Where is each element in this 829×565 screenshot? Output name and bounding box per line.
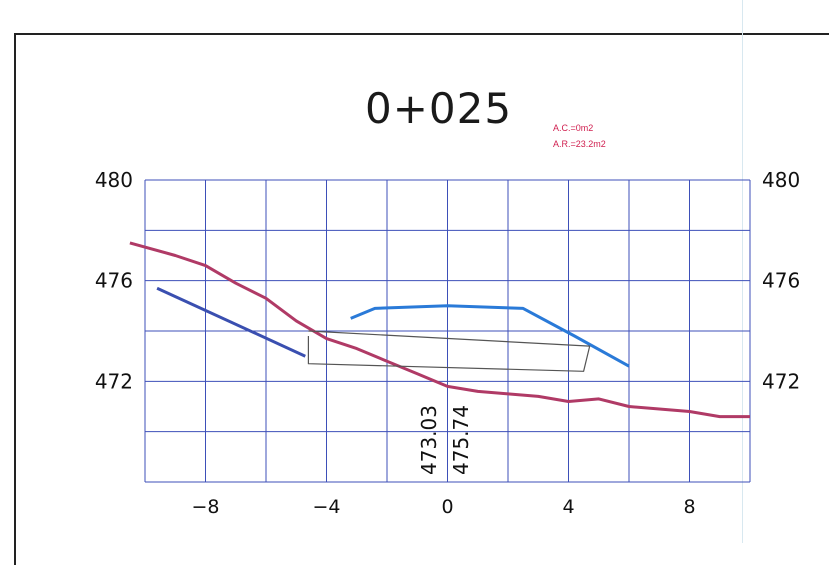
x-tick-label: 0	[441, 496, 453, 518]
x-tick-label: −8	[191, 496, 219, 518]
x-tick-label: 4	[562, 496, 574, 518]
x-tick-label: 8	[683, 496, 695, 518]
profile-line-3	[350, 304, 630, 368]
x-tick-label: −4	[312, 496, 340, 518]
y-tick-label-left: 476	[95, 269, 133, 293]
y-tick-label-left: 480	[95, 168, 133, 192]
fill-area-label: A.R.=23.2m2	[553, 139, 606, 149]
y-tick-label-right: 476	[762, 269, 800, 293]
station-title: 0+025	[365, 84, 513, 133]
y-tick-label-right: 472	[762, 369, 800, 393]
profile-line-2	[156, 286, 306, 358]
elevation-label-right: 475.74	[449, 405, 473, 475]
y-tick-label-right: 480	[762, 168, 800, 192]
drawing-frame	[14, 33, 829, 565]
elevation-label-left: 473.03	[417, 405, 441, 475]
y-tick-label-left: 472	[95, 369, 133, 393]
grid	[144, 179, 751, 483]
profile-lines	[129, 241, 750, 419]
profile-line-4	[307, 330, 591, 372]
cross-section-plot: −8 −4 0 4 8 480 480 476 476 472 472 473.03 475.74	[95, 168, 800, 518]
cut-area-label: A.C.=0m2	[553, 123, 594, 133]
profile-line-1	[129, 241, 750, 419]
page-edge-line	[742, 0, 743, 543]
axis-labels: −8 −4 0 4 8 480 480 476 476 472 472	[95, 168, 800, 518]
